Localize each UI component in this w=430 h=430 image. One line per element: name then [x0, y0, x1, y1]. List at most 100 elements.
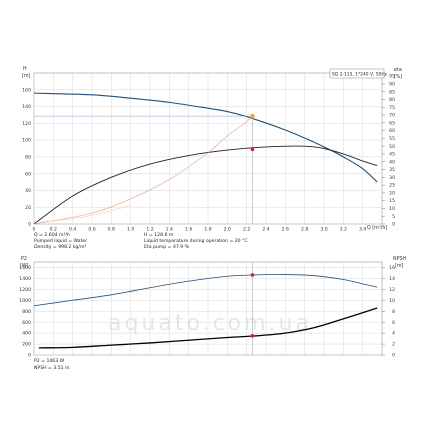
x-tick-label: 3.4	[359, 227, 366, 233]
right-tick-label: 14	[389, 276, 395, 282]
left-tick-label: 100	[22, 138, 31, 144]
left-tick-label: 140	[22, 104, 31, 110]
bottom-chart-grid	[33, 261, 385, 356]
top-left-axis-unit: [m]	[22, 73, 31, 79]
right-tick-label: 55	[389, 136, 395, 142]
right-tick-label: 12	[389, 287, 395, 293]
p2-power-curve	[33, 274, 378, 307]
top-x-axis-label: Q [m³/h]	[367, 225, 387, 231]
annotation-h: H = 128.6 m	[144, 232, 174, 238]
right-tick-label: 15	[389, 198, 395, 204]
x-tick-label: 2.4	[262, 227, 269, 233]
efficiency-curve	[33, 145, 378, 225]
annotation-density: Density = 998.2 kg/m³	[34, 244, 86, 250]
x-tick-label: 0.4	[69, 227, 76, 233]
x-tick-label: 0.2	[50, 227, 57, 233]
right-tick-label: 35	[389, 167, 395, 173]
bottom-chart-ticks: 0 200 400 600 800 1000 1200 1400 1600 0 2 4 6 8 10 12 14…	[19, 265, 395, 359]
legend-box	[329, 68, 385, 79]
right-tick-label: 50	[389, 144, 395, 150]
annotation-p2: P2 = 1463 W	[34, 358, 65, 364]
top-chart-grid	[33, 72, 385, 225]
top-right-axis-unit: [%]	[394, 74, 402, 80]
head-curve	[33, 92, 378, 183]
right-tick-label: 6	[392, 320, 395, 326]
x-tick-label: 3.2	[340, 227, 347, 233]
x-tick-label: 2.6	[282, 227, 289, 233]
annotation-eta: Eta pump = 47.9 %	[144, 244, 190, 250]
left-tick-label: 0	[28, 353, 31, 359]
bottom-right-axis-label: NPSH	[393, 256, 407, 262]
left-tick-label: 60	[25, 171, 31, 177]
right-tick-label: 80	[389, 97, 395, 103]
right-tick-label: 65	[389, 120, 395, 126]
x-tick-label: 2.8	[301, 227, 308, 233]
right-tick-label: 4	[392, 331, 395, 337]
annotation-q: Q = 2.604 m³/h	[34, 232, 70, 238]
x-tick-label: 0.8	[108, 227, 115, 233]
right-tick-label: 0	[392, 222, 395, 228]
right-tick-label: 0	[392, 353, 395, 359]
left-tick-label: 80	[25, 154, 31, 160]
left-tick-label: 120	[22, 121, 31, 127]
right-tick-label: 10	[389, 206, 395, 212]
operating-point-npsh	[250, 333, 255, 338]
x-tick-label: 1.6	[185, 227, 192, 233]
left-tick-label: 0	[28, 222, 31, 228]
left-tick-label: 40	[25, 188, 31, 194]
bottom-chart-series	[33, 274, 378, 349]
top-chart-ticks: 0204060801001201401600510152025303540455…	[22, 74, 395, 233]
right-tick-label: 10	[389, 298, 395, 304]
left-tick-label: 800	[22, 309, 31, 315]
left-tick-label: 1600	[19, 265, 31, 271]
top-left-axis-label: H	[23, 66, 27, 72]
right-tick-label: 20	[389, 190, 395, 196]
right-tick-label: 85	[389, 89, 395, 95]
x-tick-label: 3.0	[320, 227, 327, 233]
right-tick-label: 25	[389, 183, 395, 189]
bottom-left-axis-label: P2	[21, 256, 27, 262]
x-tick-label: 1.8	[204, 227, 211, 233]
x-tick-label: 2.0	[224, 227, 231, 233]
left-tick-label: 1000	[19, 298, 31, 304]
right-tick-label: 5	[392, 214, 395, 220]
operating-point-efficiency	[250, 147, 255, 152]
right-tick-label: 8	[392, 309, 395, 315]
x-tick-label: 2.2	[243, 227, 250, 233]
bottom-left-axis-unit: [W]	[20, 263, 29, 269]
right-tick-label: 16	[389, 265, 395, 271]
legend-box-text: SQ 2-115, 1*240 V, 50Hz	[332, 72, 388, 78]
bottom-right-axis-unit: [m]	[395, 263, 404, 269]
operating-point-power	[250, 273, 255, 277]
operating-point-markers	[34, 113, 255, 355]
left-tick-label: 1200	[19, 287, 31, 293]
right-tick-label: 75	[389, 105, 395, 111]
annotation-liquid: Pumped liquid = Water	[34, 238, 87, 244]
left-tick-label: 20	[25, 205, 31, 211]
x-tick-label: 0.6	[88, 227, 95, 233]
system-curve	[33, 115, 253, 225]
annotation-temperature: Liquid temperature during operation = 20…	[144, 238, 248, 244]
watermark: aquato.com.ua	[108, 311, 312, 336]
operating-point-head	[250, 113, 255, 119]
x-tick-label: 1.4	[166, 227, 173, 233]
left-tick-label: 600	[22, 320, 31, 326]
right-tick-label: 95	[389, 74, 395, 80]
right-tick-label: 60	[389, 128, 395, 134]
x-tick-label: 0	[33, 227, 36, 233]
right-tick-label: 2	[392, 342, 395, 348]
top-right-axis-label: eta	[394, 67, 402, 73]
left-tick-label: 1400	[19, 276, 31, 282]
right-tick-label: 90	[389, 81, 395, 87]
npsh-curve	[38, 307, 378, 349]
x-tick-label: 1.0	[127, 227, 134, 233]
left-tick-label: 200	[22, 342, 31, 348]
right-tick-label: 70	[389, 113, 395, 119]
left-tick-label: 400	[22, 331, 31, 337]
annotation-npsh: NPSH = 3.51 m	[34, 365, 70, 371]
top-chart-series	[33, 92, 378, 225]
right-tick-label: 30	[389, 175, 395, 181]
x-tick-label: 1.2	[146, 227, 153, 233]
system-curve-extension	[36, 205, 131, 223]
